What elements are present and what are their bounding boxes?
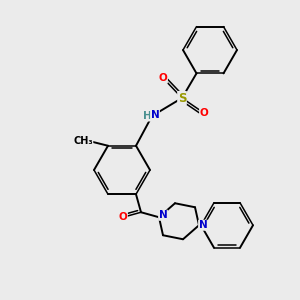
Text: O: O — [118, 212, 127, 222]
Text: O: O — [159, 73, 167, 83]
Text: O: O — [200, 108, 208, 118]
Text: H: H — [142, 111, 152, 121]
Text: N: N — [199, 220, 207, 230]
Text: CH₃: CH₃ — [73, 136, 93, 146]
Text: N: N — [151, 110, 159, 120]
Text: N: N — [159, 210, 167, 220]
Text: S: S — [178, 92, 186, 104]
